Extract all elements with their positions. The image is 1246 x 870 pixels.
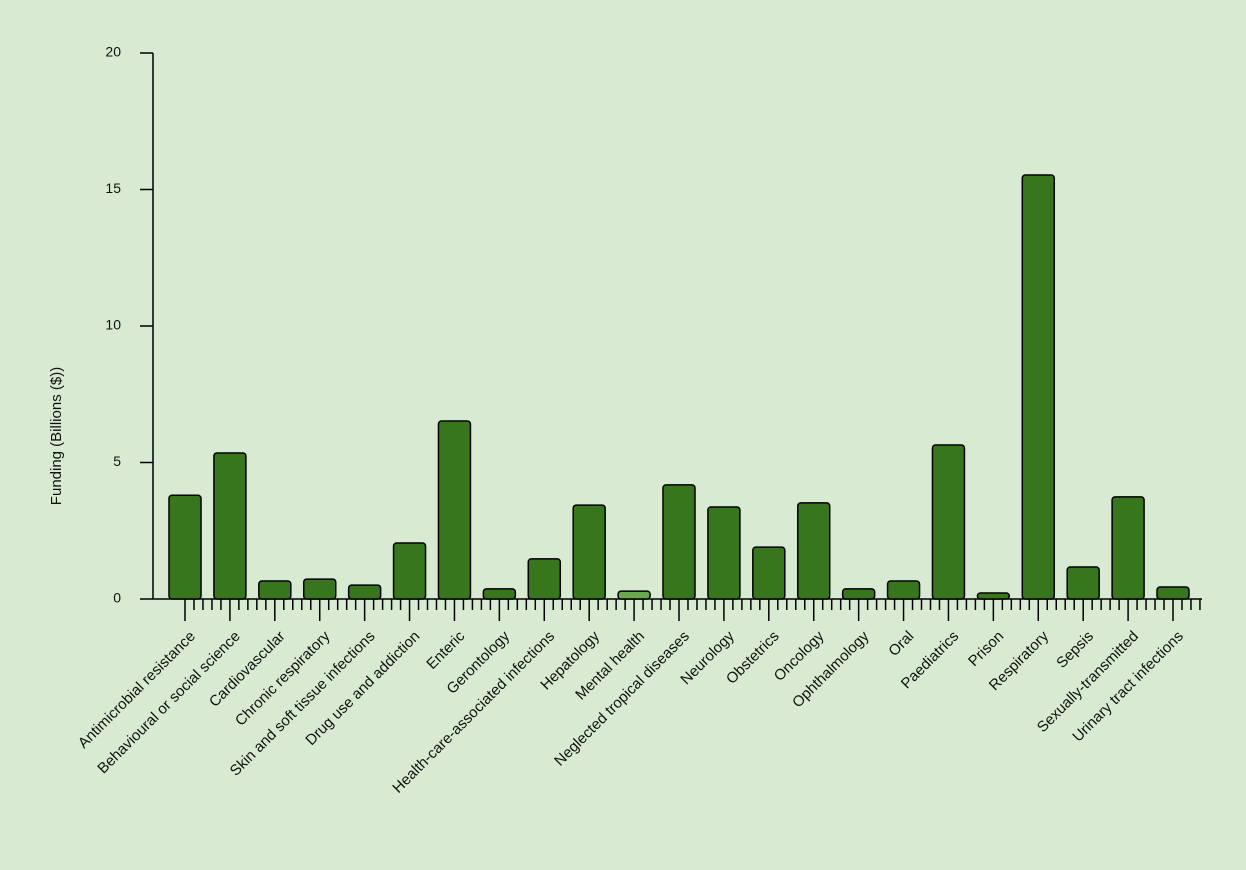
bar bbox=[617, 590, 651, 600]
bar bbox=[1021, 174, 1056, 600]
bar bbox=[752, 546, 786, 600]
bar bbox=[1066, 566, 1100, 600]
bar bbox=[302, 578, 337, 600]
y-axis-label: Funding (Billions ($)) bbox=[48, 367, 65, 505]
bar bbox=[527, 558, 562, 600]
bar bbox=[796, 502, 831, 600]
bar bbox=[482, 588, 517, 600]
x-tick-label: Prison bbox=[965, 628, 1007, 670]
x-tick-label: Ophthalmology bbox=[789, 627, 873, 711]
y-tick-label: 0 bbox=[113, 590, 121, 606]
bar bbox=[841, 588, 876, 600]
bar bbox=[213, 452, 247, 600]
bar bbox=[931, 444, 966, 600]
y-tick-label: 15 bbox=[105, 180, 121, 196]
bar bbox=[168, 494, 202, 600]
bar bbox=[437, 420, 472, 600]
bar bbox=[572, 504, 606, 600]
x-tick-label: Sepsis bbox=[1053, 628, 1097, 672]
bar bbox=[1111, 496, 1145, 600]
y-tick-label: 20 bbox=[105, 44, 121, 60]
bar bbox=[707, 506, 741, 600]
bar bbox=[976, 592, 1011, 600]
bar bbox=[662, 484, 696, 600]
bar bbox=[886, 580, 921, 600]
x-tick-label: Health-care-associated infections bbox=[389, 628, 558, 797]
y-tick-label: 10 bbox=[105, 317, 121, 333]
x-tick-label: Oral bbox=[885, 628, 917, 660]
bar bbox=[392, 542, 427, 600]
bar bbox=[347, 584, 382, 600]
bar bbox=[258, 580, 292, 600]
bar bbox=[1156, 586, 1190, 600]
y-tick-label: 5 bbox=[113, 453, 121, 469]
